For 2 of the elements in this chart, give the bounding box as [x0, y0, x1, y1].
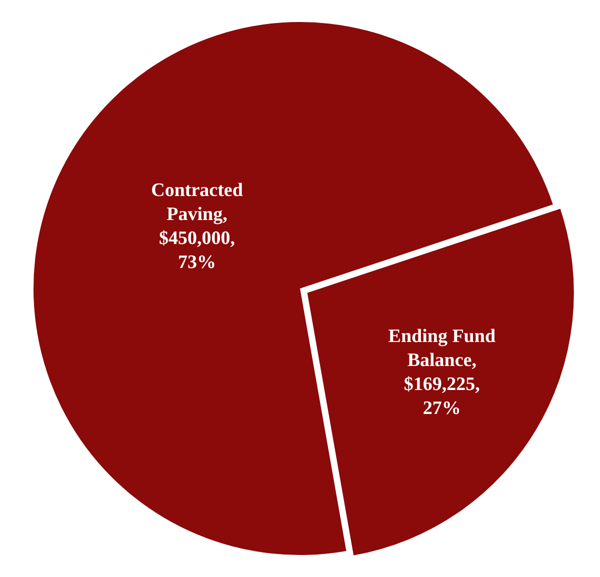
slice-label: Ending Fund Balance, $169,225, 27%: [388, 326, 496, 420]
slice-label: Contracted Paving, $450,000, 73%: [151, 180, 244, 273]
